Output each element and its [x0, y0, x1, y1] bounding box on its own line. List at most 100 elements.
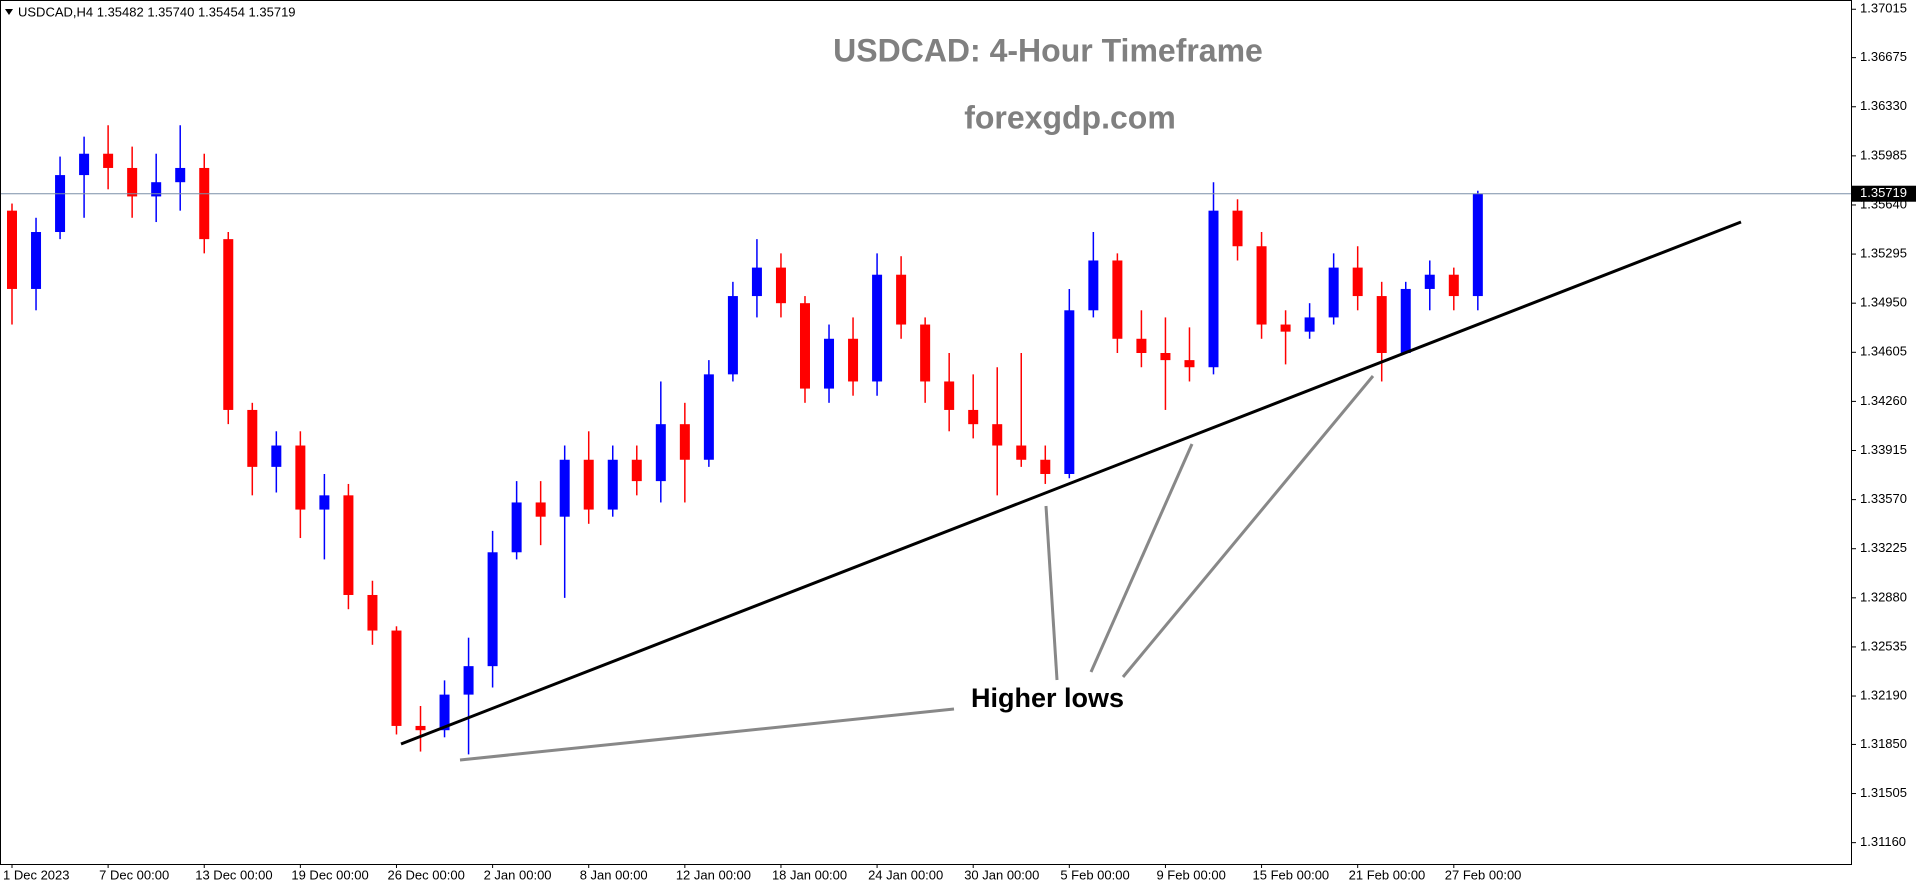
y-tick-label: 1.35985 [1860, 147, 1907, 162]
candle-body [1280, 324, 1291, 332]
y-tick-label: 1.31850 [1860, 736, 1907, 751]
candle-body [1304, 317, 1315, 332]
chart-title: USDCAD: 4-Hour Timeframe [833, 32, 1263, 68]
candle-body [439, 694, 450, 731]
candle-body [1232, 210, 1243, 247]
candle-body [1160, 353, 1171, 361]
candle-body [415, 725, 426, 731]
candle-body [727, 296, 738, 375]
candle-body [1376, 296, 1387, 354]
y-tick-label: 1.32190 [1860, 687, 1907, 702]
pointer-line [1044, 505, 1059, 681]
candle-body [992, 424, 1003, 446]
candle-body [1136, 338, 1147, 354]
candle-body [175, 167, 186, 183]
y-tick-label: 1.33225 [1860, 540, 1907, 555]
x-tick-label: 21 Feb 00:00 [1349, 867, 1426, 882]
candle-body [271, 445, 282, 467]
candle-body [1064, 310, 1075, 474]
candle-body [1424, 274, 1435, 289]
y-tick-label: 1.35295 [1860, 246, 1907, 261]
x-tick-label: 2 Jan 00:00 [484, 867, 552, 882]
candle-body [463, 666, 474, 695]
y-tick-label: 1.32880 [1860, 589, 1907, 604]
y-tick-label: 1.33915 [1860, 442, 1907, 457]
candle-body [679, 424, 690, 460]
x-tick-label: 30 Jan 00:00 [964, 867, 1039, 882]
x-tick-label: 24 Jan 00:00 [868, 867, 943, 882]
candle-body [799, 303, 810, 389]
candle-body [1088, 260, 1099, 311]
candle-body [1472, 193, 1483, 297]
x-tick-label: 18 Jan 00:00 [772, 867, 847, 882]
candle-body [511, 502, 522, 553]
candle-body [295, 445, 306, 510]
candle-body [944, 381, 955, 410]
candle-body [920, 324, 931, 382]
candle-body [343, 495, 354, 595]
current-price-box [1852, 185, 1916, 202]
candle-body [199, 167, 210, 240]
candle-body [1040, 459, 1051, 474]
candle-body [1448, 274, 1459, 297]
x-tick-label: 7 Dec 00:00 [99, 867, 169, 882]
pointer-lines [459, 375, 1375, 762]
candle-body [703, 374, 714, 460]
candle-body [1208, 210, 1219, 368]
y-tick-label: 1.31160 [1860, 834, 1906, 849]
x-tick-label: 5 Feb 00:00 [1060, 867, 1129, 882]
candles [7, 125, 1483, 755]
y-tick-label: 1.34605 [1860, 344, 1907, 359]
candle-body [1328, 267, 1339, 318]
candle-body [535, 502, 546, 517]
x-tick-label: 9 Feb 00:00 [1156, 867, 1225, 882]
annotation: Higher lows [971, 683, 1124, 713]
trendline [400, 220, 1742, 746]
candle-body [1112, 260, 1123, 339]
pointer-line [459, 707, 955, 762]
candle-body [631, 459, 642, 482]
x-tick-label: 19 Dec 00:00 [291, 867, 368, 882]
pointer-line [1089, 443, 1194, 673]
candle-body [103, 153, 114, 168]
candle-body [607, 459, 618, 510]
candle-body [583, 459, 594, 510]
candle-body [487, 552, 498, 667]
x-tick-label: 26 Dec 00:00 [387, 867, 464, 882]
candle-body [391, 630, 402, 726]
y-tick-label: 1.36330 [1860, 98, 1907, 113]
plot-frame [0, 0, 1852, 865]
x-tick-label: 13 Dec 00:00 [195, 867, 272, 882]
x-tick-label: 8 Jan 00:00 [580, 867, 648, 882]
y-tick-label: 1.37015 [1860, 1, 1907, 16]
candle-body [31, 232, 42, 289]
candle-body [1400, 288, 1411, 354]
y-tick-label: 1.36675 [1860, 49, 1907, 64]
y-tick-label: 1.33570 [1860, 491, 1907, 506]
y-tick-label: 1.32535 [1860, 638, 1907, 653]
candle-body [968, 409, 979, 425]
candle-body [223, 239, 234, 410]
y-tick-label: 1.34950 [1860, 295, 1907, 310]
candle-body [1016, 445, 1027, 460]
candle-body [319, 495, 330, 510]
candle-body [367, 594, 378, 631]
candle-body [655, 424, 666, 482]
candle-body [151, 182, 162, 197]
candle-body [1184, 360, 1195, 368]
candle-body [751, 267, 762, 297]
candle-body [559, 459, 570, 517]
candle-body [127, 167, 138, 197]
candle-body [896, 274, 907, 325]
candle-body [824, 338, 835, 389]
x-tick-label: 15 Feb 00:00 [1253, 867, 1330, 882]
candle-body [848, 338, 859, 382]
y-tick-label: 1.34260 [1860, 393, 1907, 408]
candle-body [79, 153, 90, 176]
pointer-line [1121, 375, 1375, 678]
candle-body [55, 175, 66, 233]
x-tick-label: 1 Dec 2023 [3, 867, 70, 882]
candle-body [1352, 267, 1363, 297]
